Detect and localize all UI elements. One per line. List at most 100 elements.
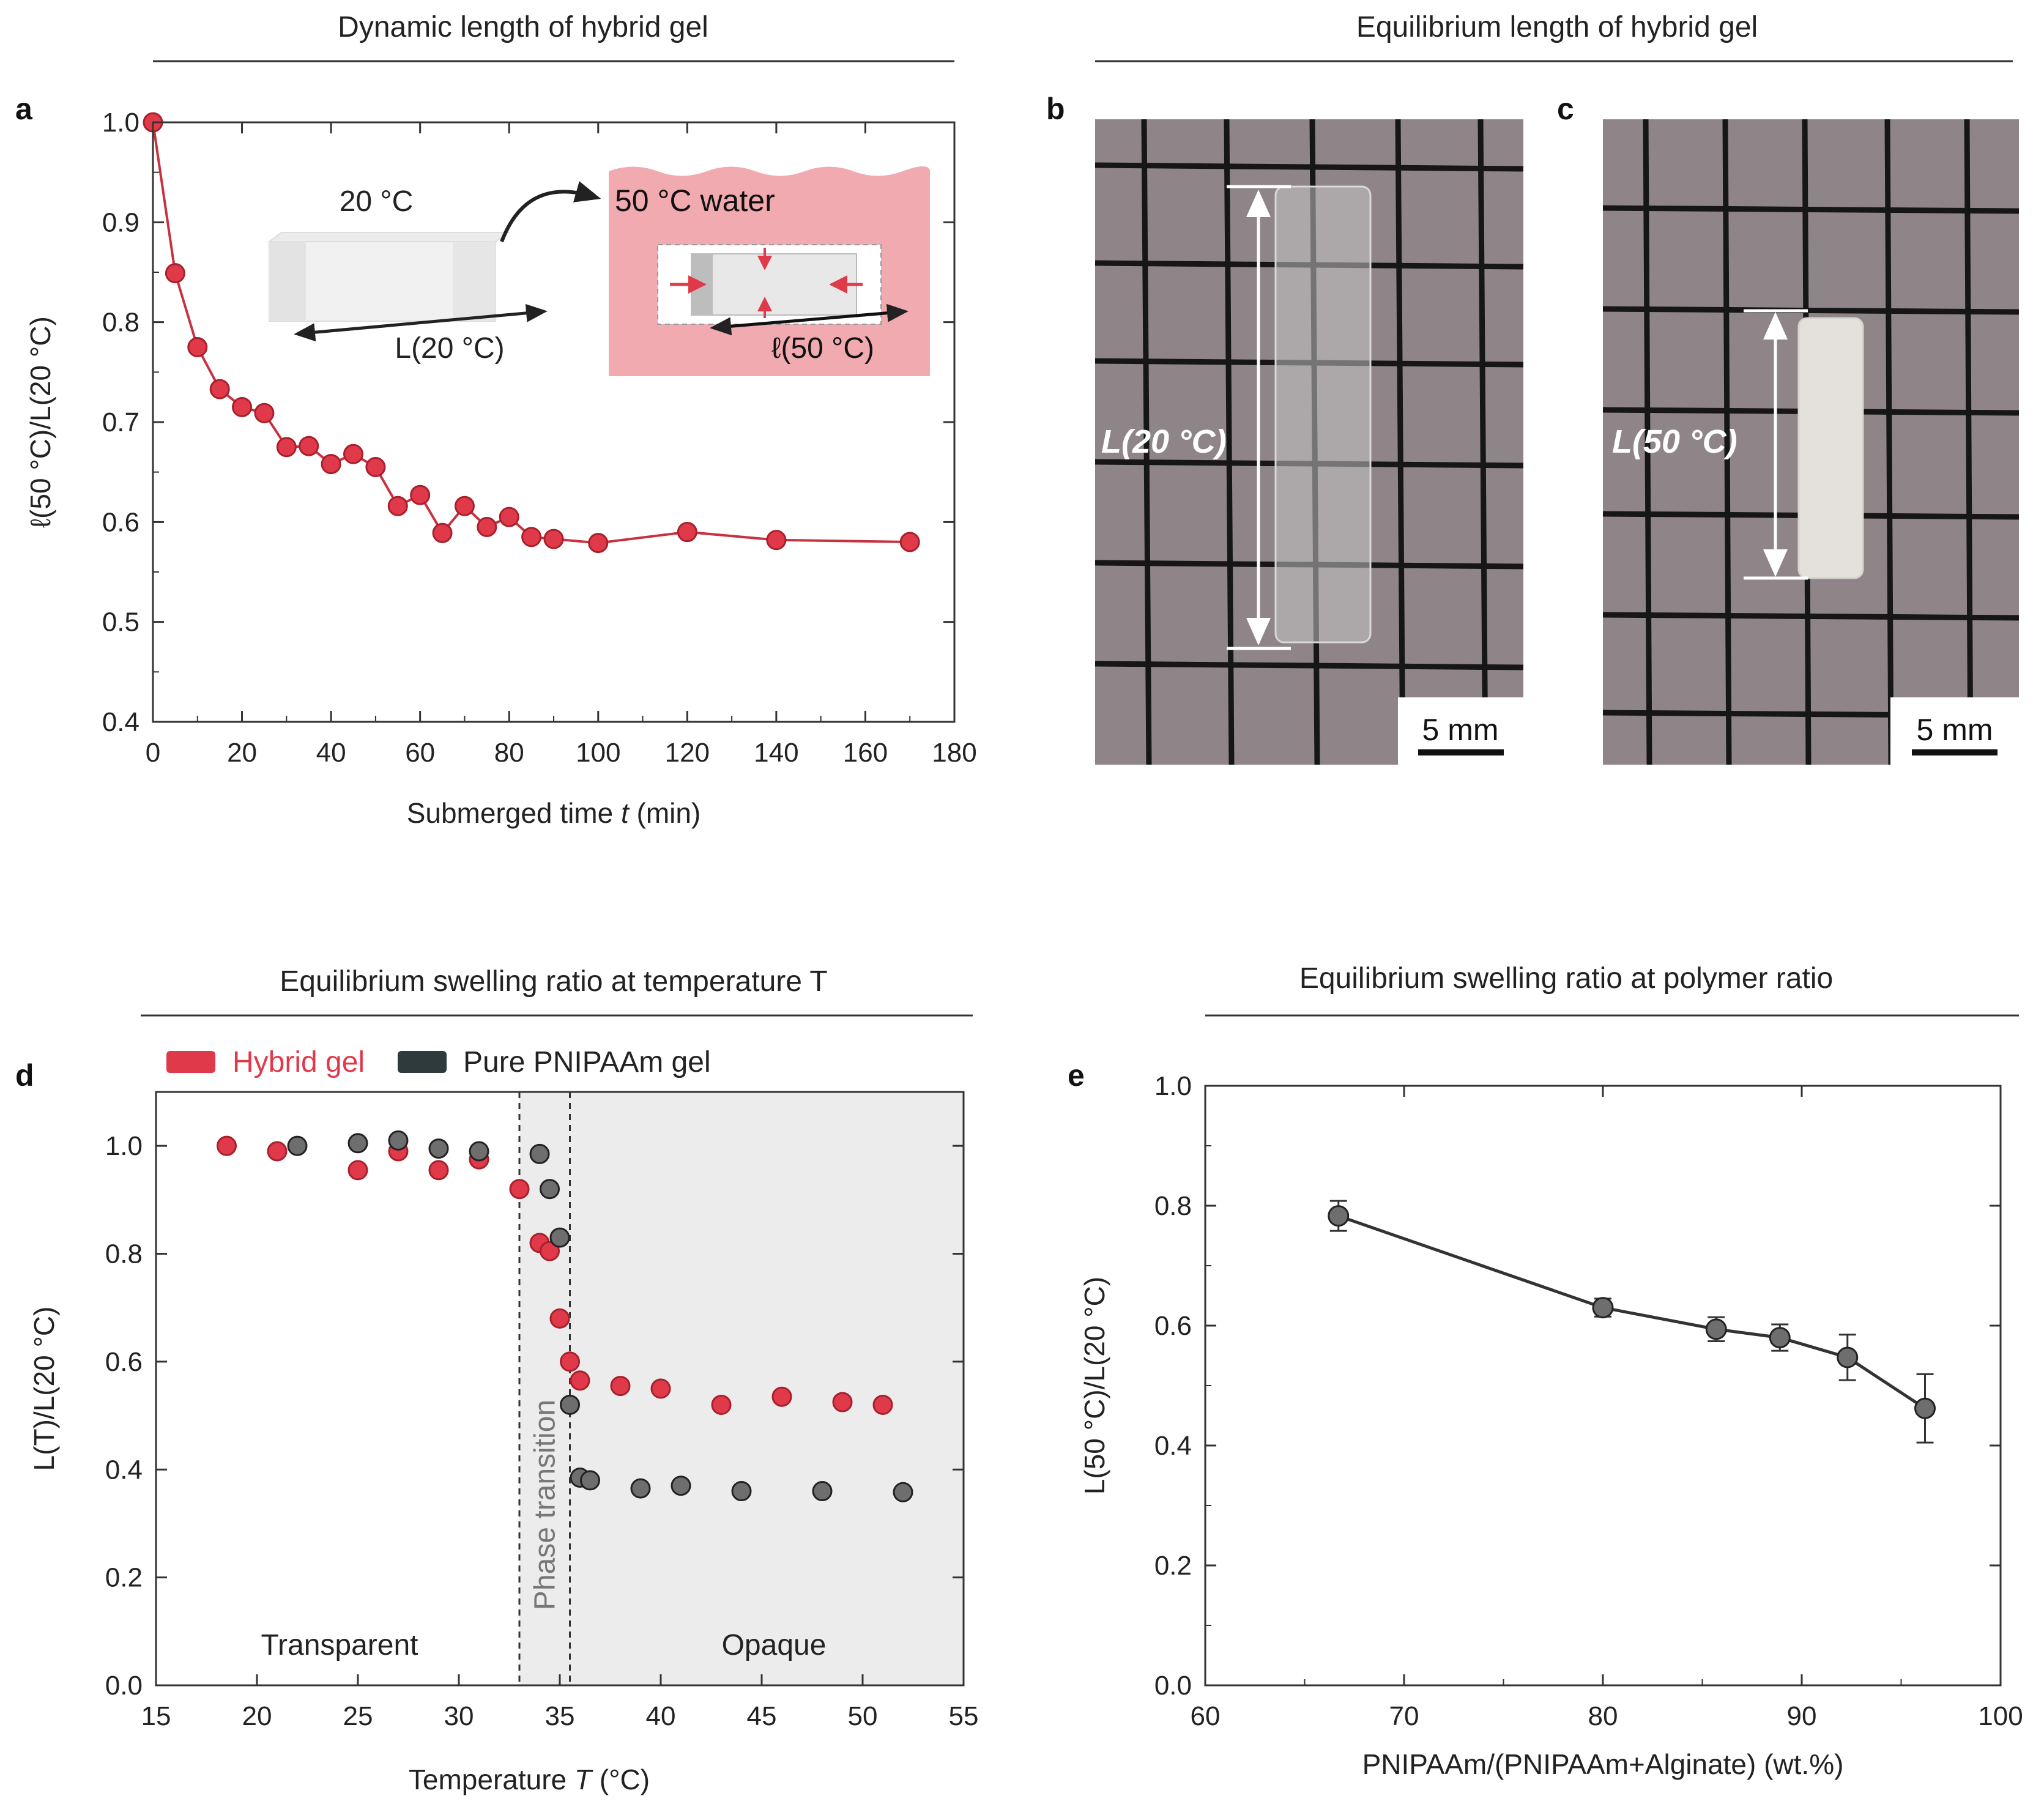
hybrid-gel-point <box>560 1351 580 1372</box>
pure-pnipaam-point <box>731 1481 752 1502</box>
panel-a-xlabel-var: t <box>621 797 630 829</box>
x-tick-label: 60 <box>405 738 435 768</box>
panel-d-phase-transition-label: Phase transition <box>529 1400 561 1610</box>
x-tick-label: 35 <box>545 1701 575 1731</box>
photo-b-grid-vline <box>1224 119 1235 765</box>
photo-b-scale-text: 5 mm <box>1422 713 1499 747</box>
y-tick-label: 1.0 <box>1154 1071 1192 1101</box>
x-tick-label: 25 <box>343 1701 373 1731</box>
photo-b: L(20 °C) 5 mm <box>1094 119 1524 765</box>
y-tick-label: 0.8 <box>1154 1191 1192 1221</box>
hybrid-gel-point <box>267 1141 288 1162</box>
panel-a-xlabel-post: (min) <box>629 797 701 829</box>
panel-a-point <box>299 436 319 456</box>
y-tick-label: 0.8 <box>105 1239 143 1269</box>
panel-a-point <box>588 533 609 554</box>
photo-c: L(50 °C) 5 mm <box>1602 119 2020 765</box>
panel-a-y-axis-label: ℓ(50 °C)/L(20 °C) <box>24 316 56 528</box>
pure-pnipaam-point <box>428 1138 449 1159</box>
x-tick-label: 80 <box>494 738 524 768</box>
panel-e-points <box>1328 1205 1936 1419</box>
photo-c-grid-vline <box>1643 119 1652 765</box>
photo-c-grid-hline <box>1602 612 2020 621</box>
x-tick-label: 55 <box>949 1701 979 1731</box>
panel-a-point <box>766 530 787 551</box>
y-tick-label: 0.0 <box>1154 1671 1192 1701</box>
y-tick-label: 0.0 <box>105 1671 143 1701</box>
panel-d-chart: Hybrid gel Pure PNIPAAm gel Transparent … <box>28 1046 978 1795</box>
panel-e-point <box>1837 1346 1859 1368</box>
section-title-equilibrium: Equilibrium length of hybrid gel <box>1356 11 1758 43</box>
x-tick-label: 60 <box>1191 1701 1221 1731</box>
panel-d-opaque-label: Opaque <box>722 1629 827 1661</box>
panel-a-inset-schematic: 20 °C L(20 °C) 50 °C water <box>267 166 930 376</box>
panel-e-ticks <box>1204 1085 2002 1687</box>
panel-a-point <box>387 496 408 516</box>
panel-e-x-tick-labels: 60 70 80 90 100 <box>1191 1701 2023 1731</box>
x-tick-label: 40 <box>646 1701 676 1731</box>
panel-d-xlabel-post: (°C) <box>592 1764 650 1795</box>
hybrid-gel-point <box>610 1376 631 1397</box>
photo-c-grid-vline <box>1964 119 1974 765</box>
x-tick-label: 45 <box>747 1701 777 1731</box>
x-tick-label: 100 <box>1978 1701 2023 1731</box>
photo-b-grid-hline <box>1094 661 1524 670</box>
x-tick-label: 160 <box>843 738 888 768</box>
panel-letter-b: b <box>1046 92 1065 126</box>
inset-cold-length-label: L(20 °C) <box>395 332 504 365</box>
photo-b-length-label: L(20 °C) <box>1101 423 1227 460</box>
x-tick-label: 120 <box>665 738 710 768</box>
y-tick-label: 0.7 <box>102 407 139 437</box>
x-tick-label: 40 <box>316 738 346 768</box>
x-tick-label: 15 <box>141 1701 171 1731</box>
panel-e-series-line <box>1337 1214 1926 1410</box>
photo-b-grid-vline <box>1141 119 1152 765</box>
photo-c-length-label: L(50 °C) <box>1612 423 1737 460</box>
panel-letter-e: e <box>1068 1058 1085 1093</box>
panel-letter-c: c <box>1557 92 1574 126</box>
panel-e-point <box>1328 1205 1350 1227</box>
x-tick-label: 20 <box>227 738 257 768</box>
panel-a-point <box>543 529 564 549</box>
panel-d-y-tick-labels: 0.0 0.2 0.4 0.6 0.8 1.0 <box>105 1131 143 1701</box>
photo-b-scale-bar <box>1418 749 1504 755</box>
y-tick-label: 0.4 <box>1154 1431 1192 1461</box>
panel-a-point <box>477 517 497 537</box>
legend-pure-swatch <box>398 1051 447 1073</box>
pure-pnipaam-point <box>630 1478 651 1499</box>
panel-e-y-axis-label: L(50 °C)/L(20 °C) <box>1079 1277 1110 1494</box>
photo-c-grid-hline <box>1602 205 2020 214</box>
x-tick-label: 140 <box>754 738 798 768</box>
panel-d-plot-frame <box>155 1091 965 1687</box>
photo-c-scale-text: 5 mm <box>1917 713 1993 747</box>
y-tick-label: 0.2 <box>105 1563 143 1593</box>
x-tick-label: 80 <box>1588 1701 1618 1731</box>
y-tick-label: 0.6 <box>105 1347 143 1377</box>
panel-e-point <box>1592 1297 1614 1319</box>
hybrid-gel-point <box>217 1135 237 1156</box>
section-title-temperature: Equilibrium swelling ratio at temperatur… <box>280 965 828 998</box>
pure-pnipaam-point <box>671 1475 691 1496</box>
hybrid-gel-point <box>711 1394 732 1415</box>
panel-a-point <box>276 437 297 458</box>
panel-d-hybrid-points <box>217 1135 893 1415</box>
y-tick-label: 0.2 <box>1154 1551 1192 1581</box>
photo-c-grid-hline <box>1602 306 2020 315</box>
hybrid-gel-point <box>872 1394 893 1415</box>
y-tick-label: 0.9 <box>102 207 139 237</box>
x-tick-label: 0 <box>146 738 160 768</box>
section-title-temperature-text: Equilibrium swelling ratio at temperatur… <box>280 965 828 998</box>
panel-d-pure-points <box>287 1130 913 1502</box>
panel-a-x-tick-labels: 0 20 40 60 80 100 120 140 160 180 <box>146 738 977 768</box>
panel-e-error-bars <box>1329 1200 1934 1444</box>
panel-a-point <box>187 337 208 357</box>
panel-e-point <box>1914 1397 1936 1419</box>
panel-a-point <box>432 522 453 543</box>
photo-b-grid-vline <box>1395 119 1406 765</box>
section-title-dynamic: Dynamic length of hybrid gel <box>338 11 708 43</box>
panel-a-point <box>410 484 431 505</box>
hybrid-gel-point <box>771 1386 792 1407</box>
panel-d-x-axis-label: Temperature T (°C) <box>409 1764 650 1795</box>
panel-e-point <box>1769 1327 1791 1349</box>
y-tick-label: 1.0 <box>105 1131 143 1161</box>
